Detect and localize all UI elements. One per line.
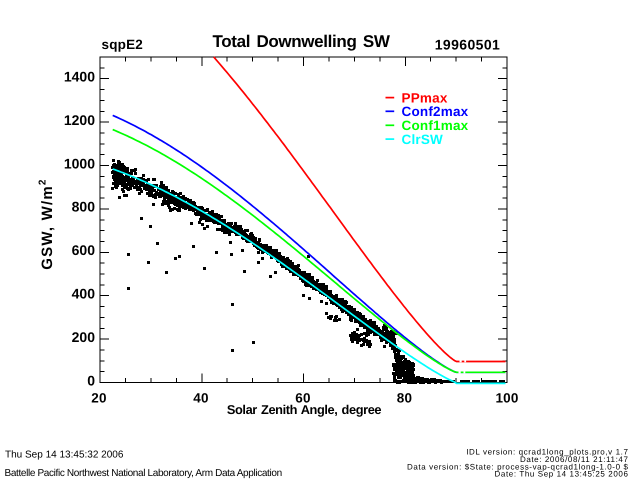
svg-text:sqpE2: sqpE2: [102, 37, 144, 52]
svg-text:19960501: 19960501: [435, 37, 501, 53]
svg-text:1000: 1000: [64, 155, 95, 171]
svg-text:800: 800: [72, 199, 96, 215]
svg-text:Conf2max: Conf2max: [402, 104, 469, 119]
svg-text:ClrSW: ClrSW: [402, 132, 444, 147]
svg-text:60: 60: [295, 391, 310, 406]
svg-text:600: 600: [72, 242, 96, 258]
svg-text:Thu Sep 14 13:45:32 2006: Thu Sep 14 13:45:32 2006: [5, 450, 124, 461]
svg-text:Date: Thu Sep 14 13:45:25 2006: Date: Thu Sep 14 13:45:25 2006: [495, 470, 629, 479]
svg-text:PPmax: PPmax: [402, 90, 448, 105]
svg-text:80: 80: [397, 391, 412, 406]
svg-text:Battelle Pacific Northwest Nat: Battelle Pacific Northwest National Labo…: [5, 468, 282, 479]
svg-text:1200: 1200: [64, 112, 95, 128]
svg-text:100: 100: [495, 391, 518, 406]
svg-text:Date: 2006/08/11 21:11:47: Date: 2006/08/11 21:11:47: [520, 455, 629, 464]
svg-text:Conf1max: Conf1max: [402, 118, 469, 133]
svg-text:IDL version: qcrad1long_plots.: IDL version: qcrad1long_plots.pro,v 1.7: [466, 448, 628, 457]
svg-text:20: 20: [91, 391, 106, 406]
svg-text:40: 40: [193, 391, 208, 406]
svg-text:200: 200: [72, 329, 96, 345]
svg-text:Total Downwelling SW: Total Downwelling SW: [212, 32, 390, 51]
svg-text:Solar Zenith Angle, degree: Solar Zenith Angle, degree: [227, 402, 382, 417]
svg-text:400: 400: [72, 286, 96, 302]
svg-text:0: 0: [87, 372, 95, 388]
svg-text:1400: 1400: [64, 69, 95, 85]
svg-text:GSW, W/m2: GSW, W/m2: [38, 178, 57, 269]
svg-text:Data version: $State: process-: Data version: $State: process-vap-qcrad1…: [407, 462, 629, 471]
